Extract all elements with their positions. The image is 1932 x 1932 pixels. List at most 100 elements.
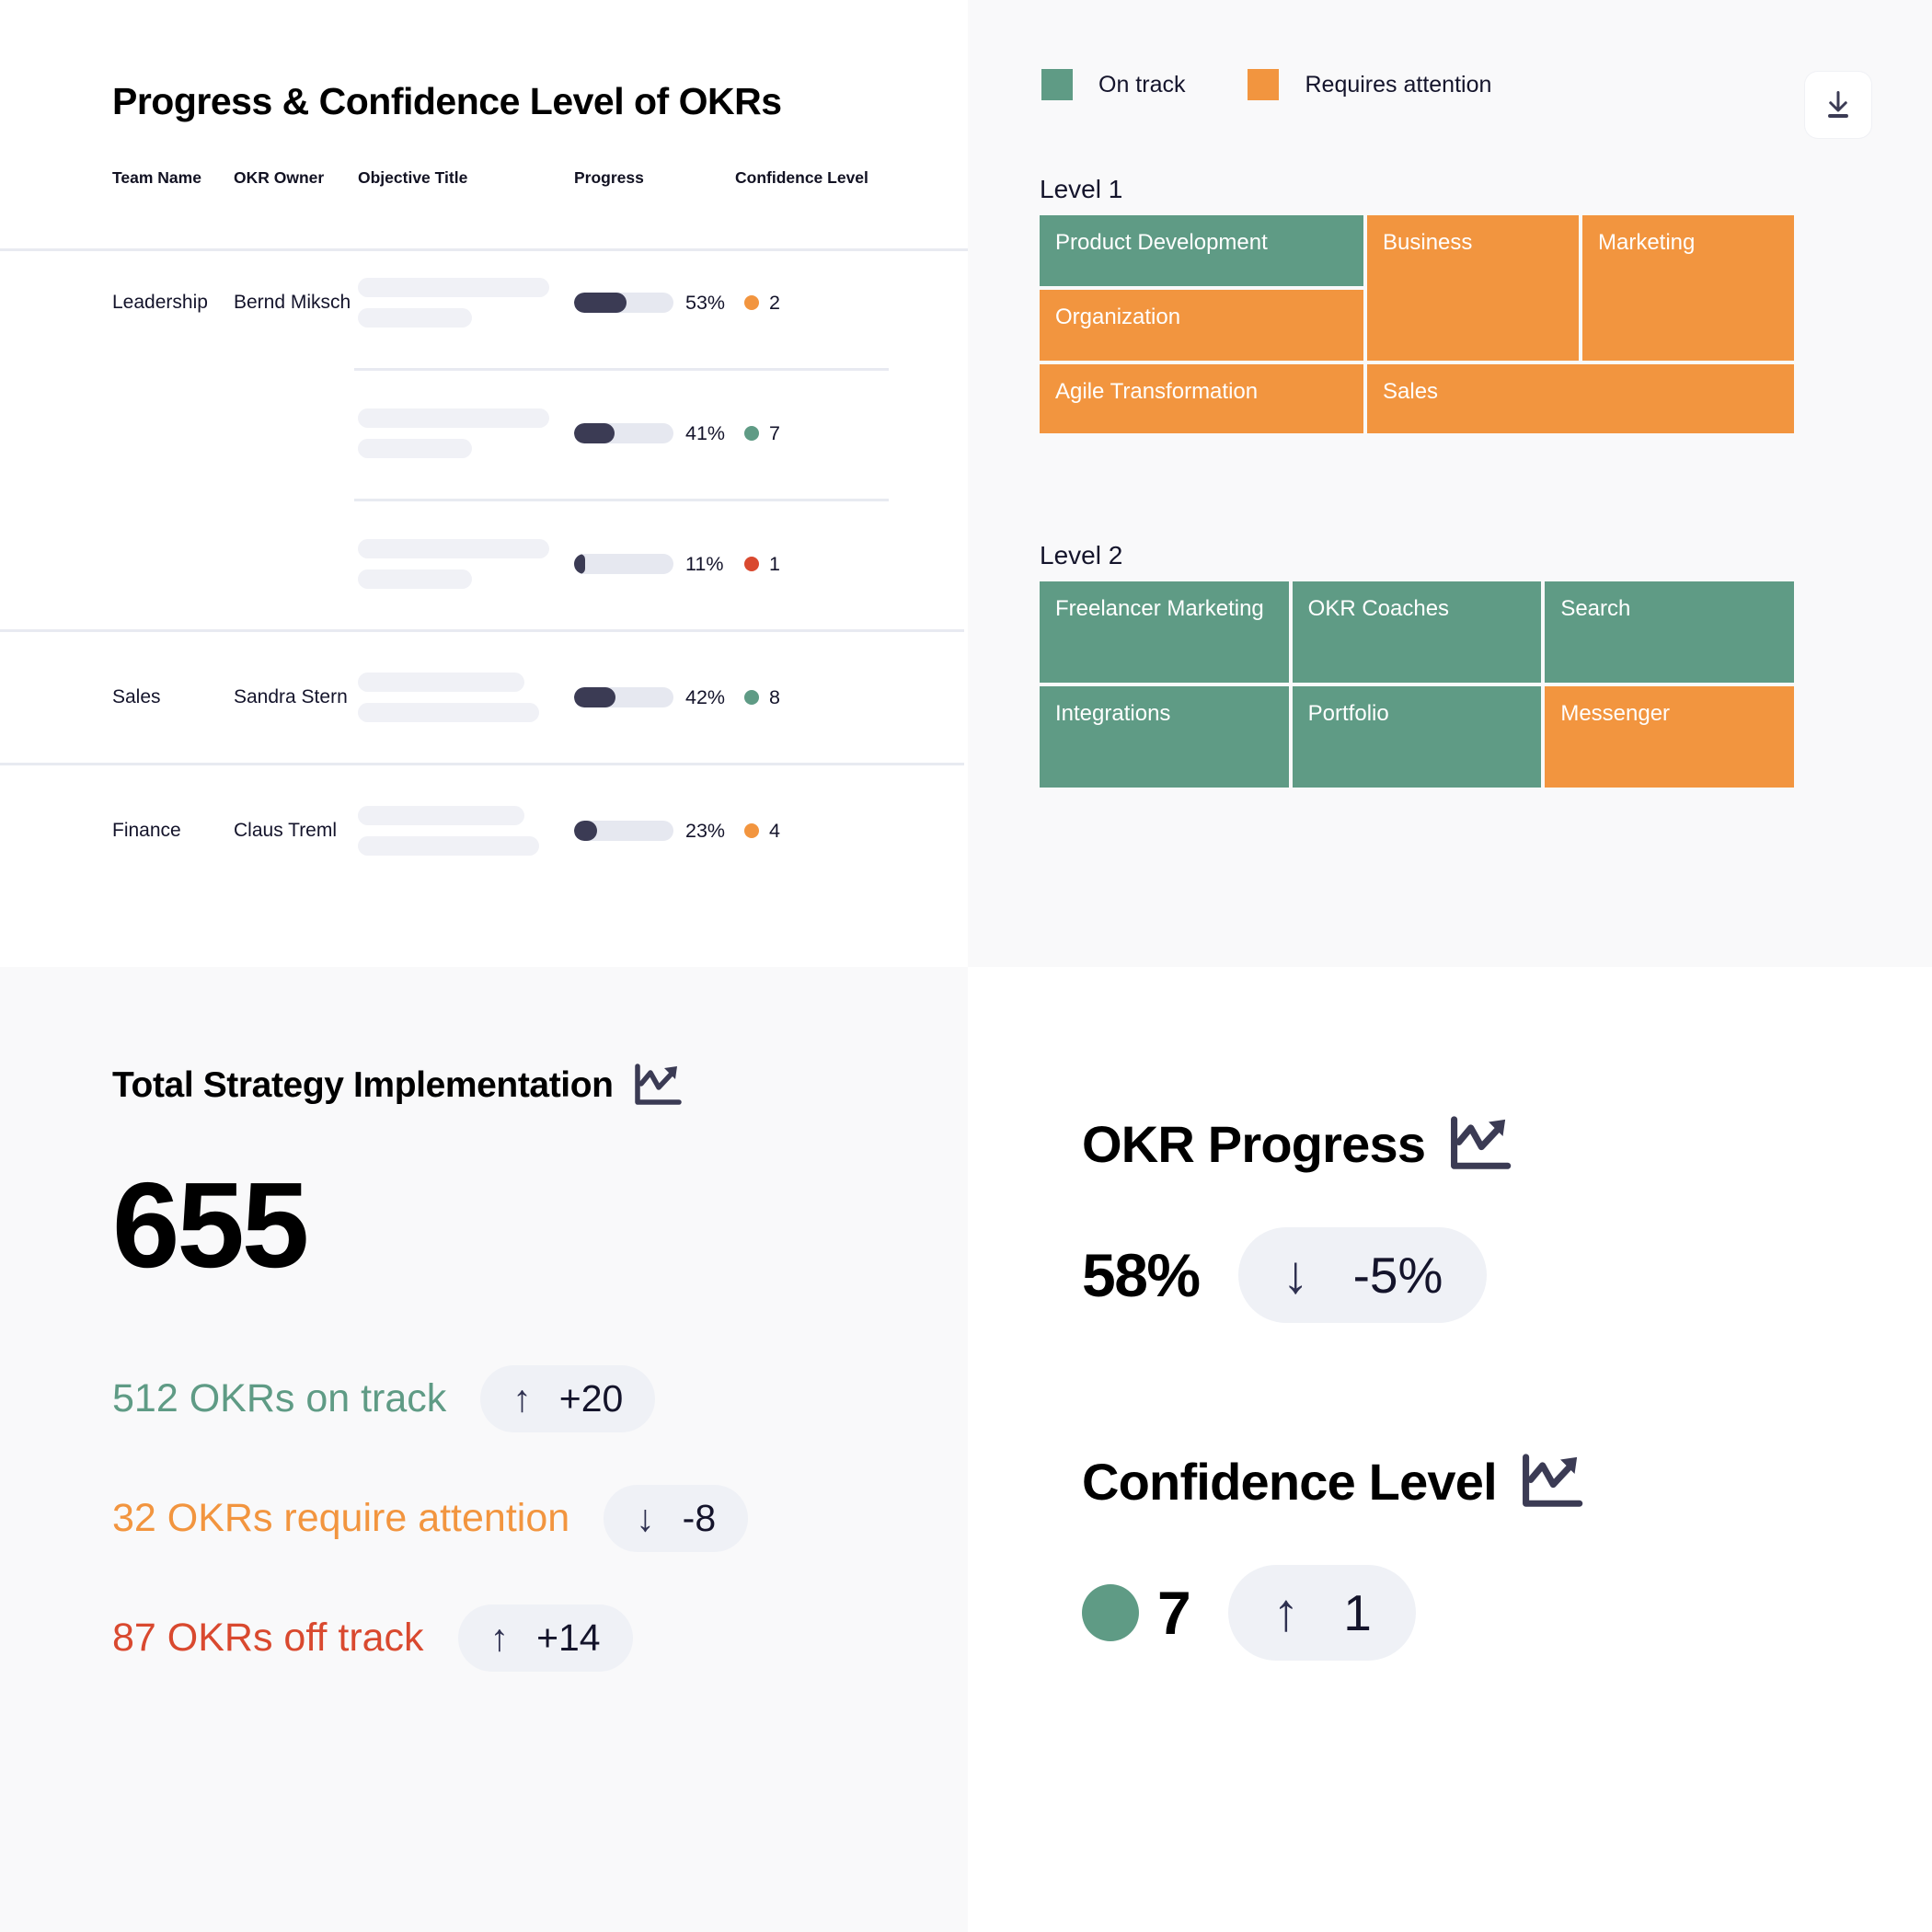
- cell-team-name: Leadership: [112, 292, 208, 313]
- arrow-up-icon: ↑: [1272, 1582, 1300, 1642]
- status-dot-icon: [744, 295, 759, 310]
- cell-okr-owner: Claus Treml: [234, 820, 338, 841]
- cell-progress: 23%: [574, 820, 735, 843]
- confidence-value: 1: [769, 552, 780, 575]
- legend-label: On track: [1098, 71, 1186, 98]
- okr-progress-value: 58%: [1082, 1241, 1201, 1309]
- header-divider: [0, 248, 968, 251]
- level-1-block: Level 1 Product Development Organization…: [1040, 175, 1794, 433]
- download-button[interactable]: [1805, 72, 1871, 138]
- tile-label: Agile Transformation: [1055, 379, 1259, 404]
- treemap-tile-messenger[interactable]: Messenger: [1545, 686, 1794, 788]
- cell-confidence-level: 1: [735, 553, 919, 576]
- tile-label: Product Development: [1055, 230, 1268, 255]
- strategy-implementation-panel: Total Strategy Implementation 655 512 OK…: [0, 967, 968, 1932]
- level-2-treemap: Freelancer Marketing OKR Coaches Search …: [1040, 581, 1794, 788]
- delta-value: -8: [682, 1497, 717, 1539]
- legend-swatch-icon: [1041, 69, 1073, 100]
- table-row[interactable]: Sales Sandra Stern 42%: [0, 632, 964, 763]
- stat-label: 512 OKRs on track: [112, 1376, 447, 1420]
- table-header-row: Team Name OKR Owner Objective Title Prog…: [0, 121, 964, 188]
- treemap-tile-freelancer-marketing[interactable]: Freelancer Marketing: [1040, 581, 1289, 683]
- progress-value-label: 42%: [685, 685, 726, 708]
- cell-objective-title-skeleton: [358, 673, 574, 722]
- cell-progress: 53%: [574, 292, 735, 315]
- progress-bar-fill: [574, 687, 616, 707]
- tile-label: OKR Coaches: [1307, 596, 1450, 621]
- table-row[interactable]: Leadership Bernd Miksch 53%: [0, 237, 964, 368]
- okr-progress-title: OKR Progress: [1082, 1114, 1583, 1174]
- table-row[interactable]: 11% 1: [0, 499, 964, 629]
- arrow-up-icon: ↑: [512, 1377, 532, 1420]
- cell-objective-title-skeleton: [358, 539, 574, 589]
- treemap-tile-organization[interactable]: Organization: [1040, 290, 1363, 361]
- treemap-tile-product-development[interactable]: Product Development: [1040, 215, 1363, 286]
- status-legend: On track Requires attention: [1041, 69, 1491, 100]
- progress-bar-fill: [574, 293, 627, 313]
- skeleton-line: [358, 539, 549, 558]
- progress-value-label: 41%: [685, 421, 726, 444]
- progress-value-label: 23%: [685, 819, 726, 842]
- treemap-tile-sales[interactable]: Sales: [1367, 364, 1794, 433]
- progress-value-label: 53%: [685, 291, 726, 314]
- cell-objective-title-skeleton: [358, 278, 574, 328]
- treemap-tile-portfolio[interactable]: Portfolio: [1292, 686, 1542, 788]
- legend-item-requires-attention: Requires attention: [1248, 69, 1491, 100]
- confidence-level-delta-badge: ↑ 1: [1228, 1565, 1416, 1661]
- treemap-tile-search[interactable]: Search: [1545, 581, 1794, 683]
- level-2-label: Level 2: [1040, 541, 1123, 569]
- skeleton-line: [358, 439, 472, 458]
- tile-label: Organization: [1055, 305, 1181, 329]
- column-header-confidence-level: Confidence Level: [735, 168, 868, 187]
- page-title: Progress & Confidence Level of OKRs: [112, 80, 782, 122]
- table-group-sales: Sales Sandra Stern 42%: [0, 629, 964, 763]
- column-header-team-name: Team Name: [112, 168, 201, 187]
- status-dot-icon: [1082, 1584, 1139, 1641]
- okr-table-card: Progress & Confidence Level of OKRs Team…: [0, 0, 968, 896]
- tile-label: Marketing: [1598, 230, 1696, 255]
- cell-confidence-level: 7: [735, 422, 919, 445]
- table-group-finance: Finance Claus Treml 23%: [0, 763, 964, 896]
- status-dot-icon: [744, 426, 759, 441]
- okr-progress-delta-badge: ↓ -5%: [1237, 1227, 1488, 1323]
- okr-table-panel: Progress & Confidence Level of OKRs Team…: [0, 0, 968, 967]
- treemap-tile-marketing[interactable]: Marketing: [1582, 215, 1794, 361]
- delta-value: +20: [558, 1377, 624, 1420]
- okr-progress-title-text: OKR Progress: [1082, 1115, 1426, 1173]
- cell-progress: 41%: [574, 422, 735, 445]
- skeleton-line: [358, 308, 472, 328]
- cell-team-name: Sales: [112, 686, 161, 707]
- tile-label: Business: [1383, 230, 1473, 255]
- legend-label: Requires attention: [1305, 71, 1492, 98]
- stat-row-requires-attention: 32 OKRs require attention ↓ -8: [112, 1485, 749, 1552]
- skeleton-line: [358, 408, 549, 428]
- column-header-progress: Progress: [574, 168, 644, 187]
- line-chart-up-icon: [1449, 1115, 1512, 1173]
- confidence-value: 2: [769, 291, 780, 314]
- tile-label: Portfolio: [1307, 701, 1389, 726]
- level-2-block: Level 2 Freelancer Marketing OKR Coaches…: [1040, 541, 1794, 788]
- stat-label: 87 OKRs off track: [112, 1616, 424, 1660]
- confidence-value: 7: [769, 421, 780, 444]
- status-badge: ↑ +14: [457, 1604, 633, 1672]
- table-row[interactable]: Finance Claus Treml 23%: [0, 765, 964, 896]
- cell-progress: 42%: [574, 686, 735, 709]
- treemap-tile-agile-transformation[interactable]: Agile Transformation: [1040, 364, 1363, 433]
- column-header-objective-title: Objective Title: [358, 168, 468, 187]
- column-header-okr-owner: OKR Owner: [234, 168, 325, 187]
- table-row[interactable]: 41% 7: [0, 368, 964, 499]
- treemap-tile-integrations[interactable]: Integrations: [1040, 686, 1289, 788]
- skeleton-line: [358, 703, 539, 722]
- treemap-tile-okr-coaches[interactable]: OKR Coaches: [1292, 581, 1542, 683]
- okr-progress-value-row: 58% ↓ -5%: [1082, 1227, 1583, 1323]
- delta-value: 1: [1343, 1584, 1372, 1641]
- cell-confidence-level: 4: [735, 820, 919, 843]
- confidence-level-value: 7: [1157, 1579, 1191, 1647]
- line-chart-up-icon: [1521, 1453, 1583, 1511]
- treemap-tile-business[interactable]: Business: [1367, 215, 1579, 361]
- confidence-level-title-text: Confidence Level: [1082, 1453, 1498, 1511]
- delta-value: +14: [536, 1616, 601, 1659]
- progress-bar-track: [574, 821, 673, 841]
- confidence-value: 8: [769, 685, 780, 708]
